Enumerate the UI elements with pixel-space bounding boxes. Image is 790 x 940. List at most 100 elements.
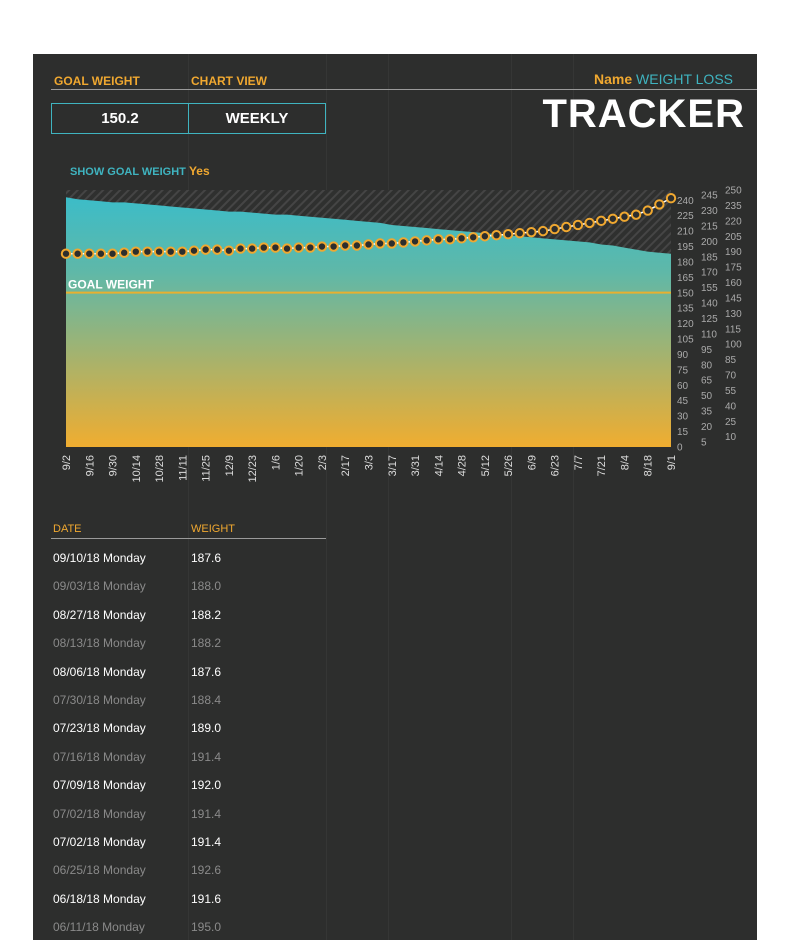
data-point[interactable] xyxy=(386,238,397,249)
data-point[interactable] xyxy=(305,242,316,253)
data-point[interactable] xyxy=(95,248,107,259)
data-point[interactable] xyxy=(642,205,653,216)
data-point[interactable] xyxy=(665,193,677,204)
data-point[interactable] xyxy=(479,231,491,242)
y-tick-label: 75 xyxy=(677,365,689,376)
data-point[interactable] xyxy=(142,246,153,257)
weight-cell: 191.4 xyxy=(191,835,222,849)
y-tick-label: 190 xyxy=(725,247,742,258)
data-point[interactable] xyxy=(270,242,281,253)
data-point[interactable] xyxy=(607,213,619,224)
data-point[interactable] xyxy=(340,240,351,251)
y-tick-label: 135 xyxy=(677,304,694,315)
show-goal-value[interactable]: Yes xyxy=(188,164,210,178)
x-tick-label: 9/16 xyxy=(84,455,96,476)
title-tracker: TRACKER xyxy=(542,92,745,136)
data-point[interactable] xyxy=(444,234,456,245)
x-tick-label: 3/31 xyxy=(410,455,422,476)
data-point[interactable] xyxy=(561,221,572,233)
weight-cell: 189.0 xyxy=(191,721,222,736)
y-tick-label: 175 xyxy=(725,263,742,274)
y-tick-label: 25 xyxy=(725,417,737,428)
data-point[interactable] xyxy=(107,248,118,259)
data-point[interactable] xyxy=(212,244,223,255)
title-line1: Name WEIGHT LOSS xyxy=(594,71,733,87)
y-tick-label: 150 xyxy=(677,288,694,299)
data-point[interactable] xyxy=(60,248,72,259)
data-point[interactable] xyxy=(188,245,200,256)
weight-cell: 192.0 xyxy=(191,778,222,793)
tracker-sheet: GOAL WEIGHT CHART VIEW 150.2 WEEKLY Name… xyxy=(33,54,757,940)
y-tick-label: 240 xyxy=(677,196,694,207)
data-point[interactable] xyxy=(72,248,83,259)
data-point[interactable] xyxy=(118,247,130,258)
date-cell: 07/02/18 Monday xyxy=(53,835,146,849)
grid-line xyxy=(326,54,327,940)
data-point[interactable] xyxy=(258,242,269,253)
data-point[interactable] xyxy=(421,235,432,246)
data-point[interactable] xyxy=(549,223,560,235)
data-point[interactable] xyxy=(153,246,165,257)
data-point[interactable] xyxy=(572,219,584,231)
date-cell: 08/27/18 Monday xyxy=(53,607,146,622)
data-point[interactable] xyxy=(281,243,293,254)
data-point[interactable] xyxy=(363,239,374,250)
data-point[interactable] xyxy=(374,238,386,249)
y-tick-label: 145 xyxy=(725,293,742,304)
weight-cell: 192.6 xyxy=(191,863,222,878)
data-point[interactable] xyxy=(328,241,339,252)
data-point[interactable] xyxy=(433,234,444,245)
data-point[interactable] xyxy=(165,246,176,257)
x-tick-label: 6/23 xyxy=(550,455,562,476)
data-point[interactable] xyxy=(619,211,630,222)
date-cell: 09/03/18 Monday xyxy=(53,579,146,594)
data-point[interactable] xyxy=(316,241,328,252)
data-point[interactable] xyxy=(200,244,211,255)
data-point[interactable] xyxy=(246,243,258,254)
goal-weight-input[interactable]: 150.2 xyxy=(51,103,189,134)
data-point[interactable] xyxy=(514,227,525,239)
data-point[interactable] xyxy=(491,230,502,241)
data-point[interactable] xyxy=(584,217,595,229)
weight-column-header[interactable]: WEIGHT xyxy=(191,523,235,535)
data-point[interactable] xyxy=(654,199,665,210)
x-tick-label: 12/9 xyxy=(224,455,236,476)
x-tick-label: 6/9 xyxy=(526,455,538,470)
date-column-header[interactable]: DATE xyxy=(53,523,82,535)
data-point[interactable] xyxy=(468,232,479,243)
data-point[interactable] xyxy=(235,243,246,254)
y-tick-label: 170 xyxy=(701,268,718,279)
goal-line-label: GOAL WEIGHT xyxy=(68,278,154,292)
data-point[interactable] xyxy=(630,209,642,220)
x-tick-label: 11/11 xyxy=(177,455,189,481)
y-tick-label: 50 xyxy=(701,391,713,402)
y-tick-label: 30 xyxy=(677,412,689,423)
y-tick-label: 85 xyxy=(725,355,737,366)
data-point[interactable] xyxy=(526,226,537,238)
data-point[interactable] xyxy=(595,215,607,227)
x-tick-label: 7/21 xyxy=(596,455,608,476)
data-point[interactable] xyxy=(177,246,188,257)
data-point[interactable] xyxy=(293,242,304,253)
x-tick-label: 9/2 xyxy=(61,455,73,470)
table-header-divider xyxy=(51,538,326,539)
data-point[interactable] xyxy=(84,248,95,259)
data-point[interactable] xyxy=(537,225,549,237)
data-point[interactable] xyxy=(456,233,467,244)
y-tick-label: 205 xyxy=(725,232,742,243)
data-point[interactable] xyxy=(223,245,235,256)
data-point[interactable] xyxy=(351,240,363,251)
data-point[interactable] xyxy=(502,229,514,240)
y-tick-label: 15 xyxy=(677,427,689,438)
show-goal-toggle[interactable]: SHOW GOAL WEIGHT Yes xyxy=(70,164,210,178)
data-point[interactable] xyxy=(409,236,421,247)
chart-view-select[interactable]: WEEKLY xyxy=(188,103,326,134)
weight-cell: 191.6 xyxy=(191,891,222,906)
data-point[interactable] xyxy=(130,246,142,257)
y-tick-label: 215 xyxy=(701,221,718,232)
y-tick-label: 20 xyxy=(701,422,713,433)
weight-cell: 187.6 xyxy=(191,664,222,679)
data-point[interactable] xyxy=(398,237,409,248)
date-cell: 07/30/18 Monday xyxy=(53,693,146,707)
y-tick-label: 155 xyxy=(701,283,718,294)
